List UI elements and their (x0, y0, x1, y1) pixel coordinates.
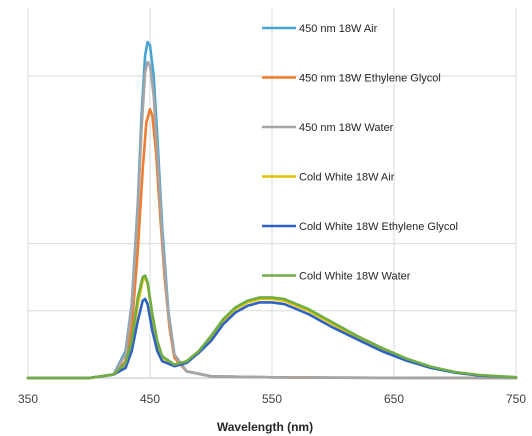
x-tick-label: 350 (18, 392, 38, 406)
x-tick-label: 450 (140, 392, 160, 406)
legend-label-1: 450 nm 18W Air (299, 23, 378, 35)
legend-label-2: 450 nm 18W Ethylene Glycol (299, 73, 441, 85)
plot-area-series (26, 40, 518, 380)
x-tick-label: 750 (506, 392, 526, 406)
x-axis: 350 450 550 650 750 (18, 377, 526, 406)
series-line-3 (26, 60, 518, 380)
x-tick-label: 650 (384, 392, 404, 406)
x-tick-label: 550 (262, 392, 282, 406)
legend-label-4: Cold White 18W Air (299, 172, 395, 184)
series-line-5 (26, 297, 518, 380)
legend-label-5: Cold White 18W Ethylene Glycol (299, 221, 458, 233)
series-line-6 (26, 274, 518, 380)
x-axis-title: Wavelength (nm) (217, 420, 313, 434)
legend: 450 nm 18W Air 450 nm 18W Ethylene Glycol… (262, 23, 458, 283)
legend-label-6: Cold White 18W Water (299, 271, 411, 283)
gridlines (27, 8, 517, 378)
legend-label-3: 450 nm 18W Water (299, 122, 394, 134)
